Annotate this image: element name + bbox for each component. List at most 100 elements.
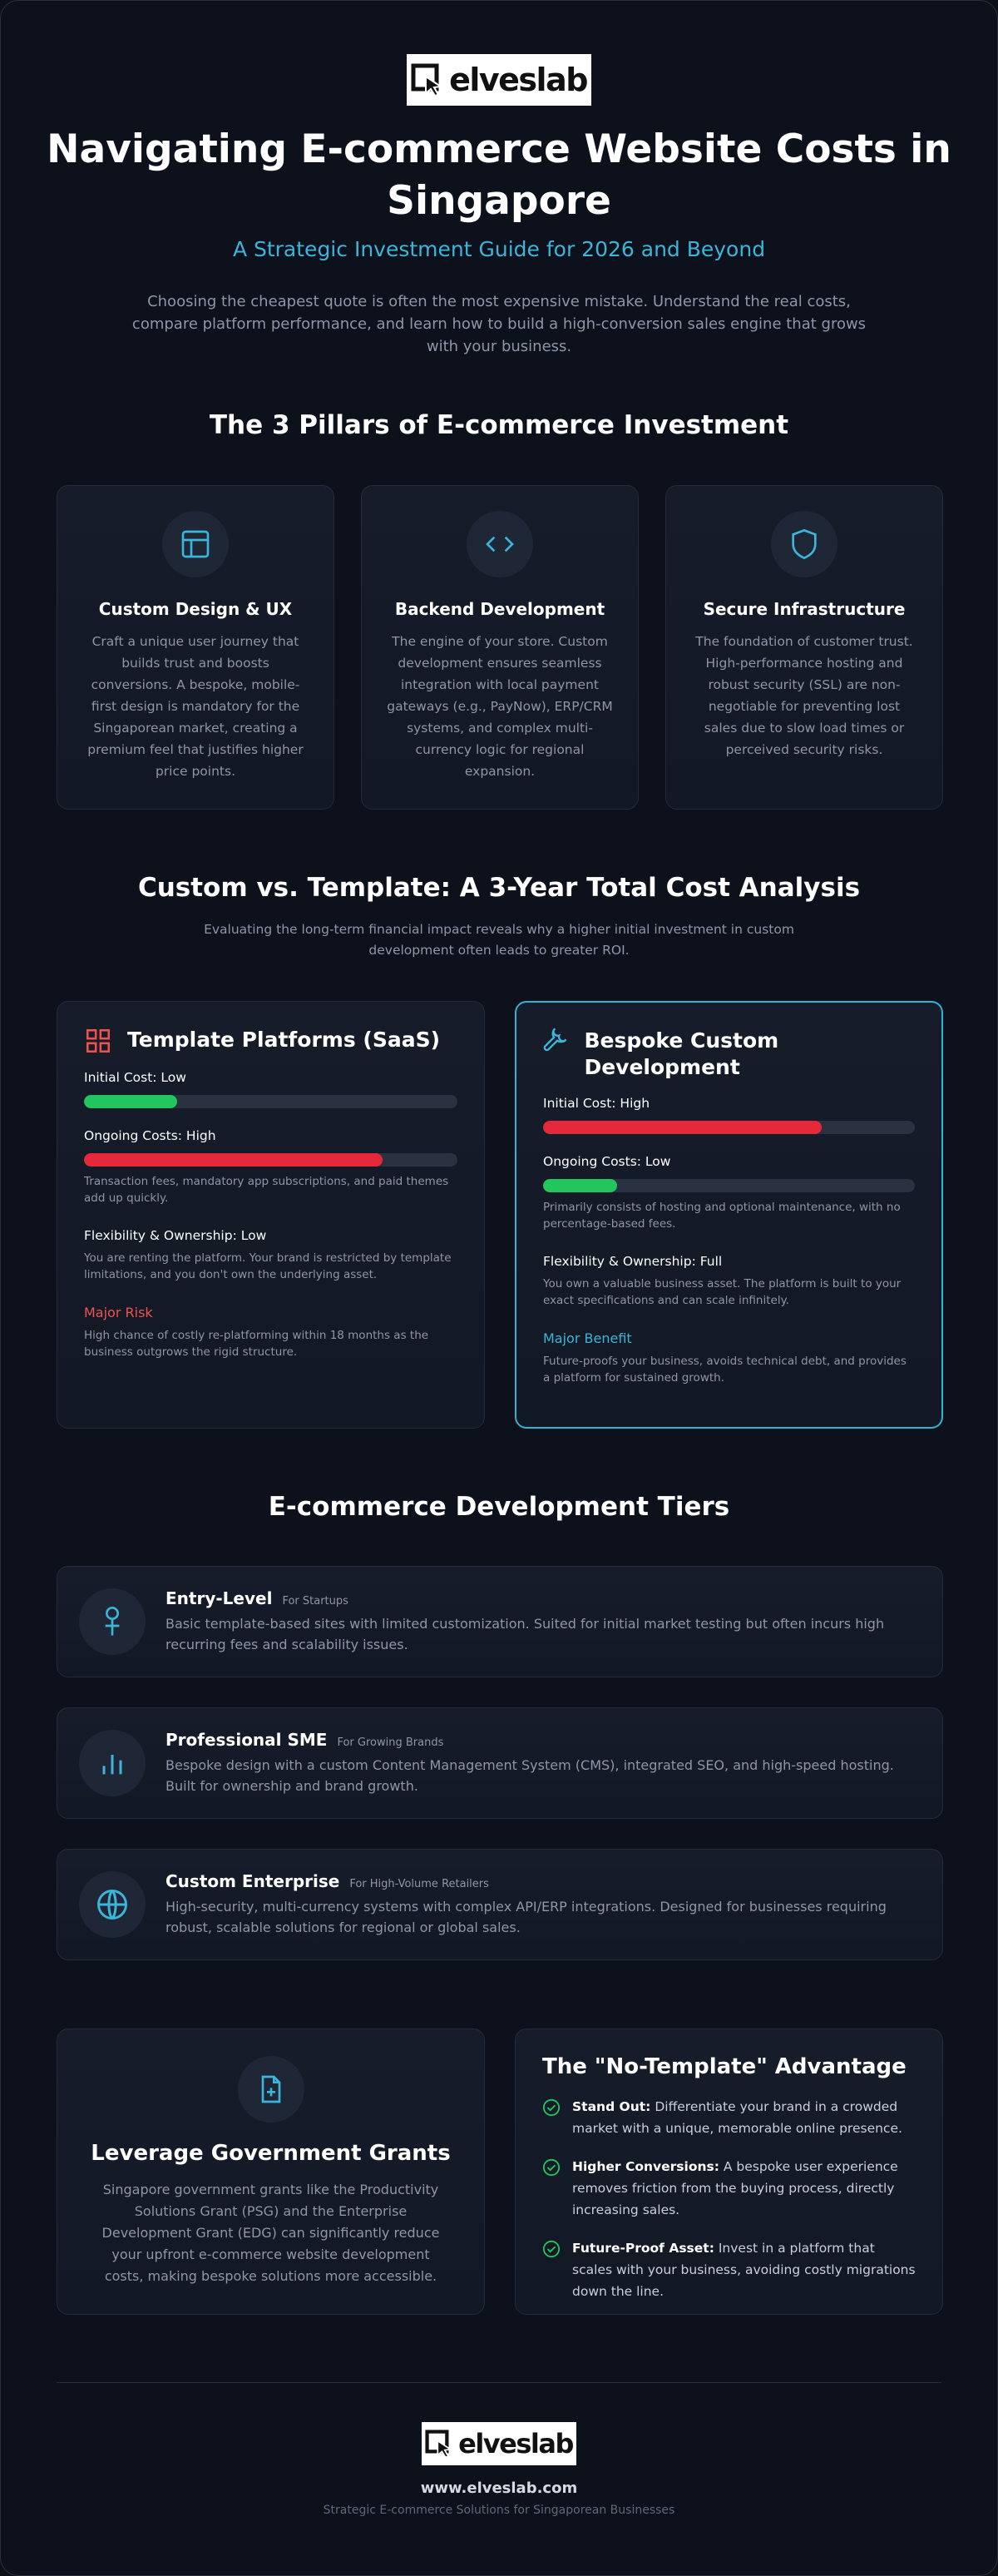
header-logo-wrap: elveslab: [1, 54, 997, 106]
layout: [792, 528, 817, 560]
layout: [102, 1755, 122, 1775]
pillar-text: Craft a unique user journey that builds …: [87, 634, 304, 779]
advantage-text: Higher Conversions: A bespoke user exper…: [572, 2156, 916, 2221]
pillar-title: Backend Development: [394, 599, 605, 619]
layout: [486, 536, 514, 552]
tier-icon: [79, 1730, 146, 1796]
layout: [86, 1028, 97, 1040]
layout: [542, 2098, 561, 2117]
metric-track: [543, 1121, 915, 1134]
pillar-text: The foundation of customer trust. High-p…: [695, 634, 913, 757]
icon: [261, 2075, 280, 2103]
grants-card: Leverage Government Grants Singapore gov…: [57, 2029, 485, 2315]
card-icon: [543, 1028, 567, 1052]
advantage-list: Stand Out: Differentiate your brand in a…: [542, 2096, 916, 2302]
advantage-text: Stand Out: Differentiate your brand in a…: [572, 2096, 916, 2139]
metric-track: [543, 1179, 915, 1192]
header-logo: elveslab: [407, 54, 591, 106]
metric-label: Ongoing Costs: Low: [543, 1154, 671, 1169]
footer-tagline: Strategic E-commerce Solutions for Singa…: [323, 2504, 675, 2517]
highlight-note: High chance of costly re-platforming wit…: [84, 1329, 429, 1359]
advantage-item: Higher Conversions: A bespoke user exper…: [542, 2156, 916, 2221]
layout: [546, 2164, 556, 2172]
metric-track: [84, 1095, 457, 1108]
tier-text: Bespoke design with a custom Content Man…: [166, 1757, 894, 1794]
logo-icon: [425, 2430, 453, 2458]
comparison-card: Bespoke Custom Development Initial Cost:…: [515, 1001, 943, 1429]
pillar-card: Backend Development The engine of your s…: [361, 485, 639, 810]
flex-label: Flexibility & Ownership: Low: [84, 1228, 267, 1243]
advantage-text: Future-Proof Asset: Invest in a platform…: [572, 2237, 916, 2302]
comparison-card: Template Platforms (SaaS) Initial Cost: …: [57, 1001, 485, 1429]
highlight-label: Major Risk: [84, 1305, 153, 1320]
tier-card: Professional SME For Growing Brands Bespo…: [57, 1707, 943, 1819]
layout: Evaluating the long-term financial impac…: [1, 919, 997, 961]
metric-label: Initial Cost: High: [543, 1096, 650, 1111]
metric-track: [84, 1153, 457, 1167]
pillar-title: Custom Design & UX: [98, 599, 293, 619]
advantage-item: Future-Proof Asset: Invest in a platform…: [542, 2237, 916, 2302]
layout: [105, 1618, 120, 1636]
layout: [86, 1042, 97, 1053]
highlight-label: Major Benefit: [543, 1330, 632, 1346]
advantage-card: The "No-Template" Advantage Stand Out: D…: [515, 2029, 943, 2315]
flex-note: You own a valuable business asset. The p…: [543, 1277, 902, 1307]
card-title: Template Platforms (SaaS): [127, 1028, 441, 1052]
card-title: Bespoke Custom Development: [584, 1028, 779, 1079]
tier-icon: [79, 1588, 146, 1655]
page-title: Navigating E-commerce Website Costs in S…: [47, 126, 951, 224]
section-title: The 3 Pillars of E-commerce Investment: [209, 410, 789, 440]
section-subtitle: Evaluating the long-term financial impac…: [204, 922, 794, 958]
layout: [543, 1028, 567, 1052]
tier-text: Basic template-based sites with limited …: [166, 1616, 885, 1652]
tier-title: Professional SME For Growing Brands: [166, 1730, 921, 1750]
flex-label: Flexibility & Ownership: Full: [543, 1254, 723, 1269]
tier-card: Entry-Level For Startups Basic template-b…: [57, 1566, 943, 1677]
tier-title: Custom Enterprise For High-Volume Retaile…: [166, 1871, 921, 1891]
pillar-card: Secure Infrastructure The foundation of …: [665, 485, 943, 810]
check-icon: [542, 2158, 561, 2177]
layout: Entry-Level For Startups Basic template-b…: [166, 1588, 921, 1655]
pillar-icon: [162, 511, 229, 577]
footer-logo: elveslab: [422, 2422, 576, 2465]
layout: [99, 1042, 111, 1053]
layout: [546, 2246, 556, 2253]
layout: Template Platforms (SaaS): [84, 1027, 457, 1055]
grants-text: Singapore government grants like the Pro…: [101, 2182, 440, 2284]
layout: [183, 538, 208, 557]
tier-card: Custom Enterprise For High-Volume Retaile…: [57, 1849, 943, 1960]
layout: Navigating E-commerce Website Costs in S…: [1, 124, 997, 227]
flex-note: You are renting the platform. Your brand…: [84, 1251, 452, 1281]
section-title: Custom vs. Template: A 3-Year Total Cost…: [137, 873, 861, 903]
layout: [106, 1607, 119, 1620]
page-subtitle: A Strategic Investment Guide for 2026 an…: [232, 237, 766, 261]
check-icon: [542, 2240, 561, 2258]
advantage-body: A bespoke user experience removes fricti…: [572, 2159, 898, 2217]
layout: Bespoke Custom Development: [543, 1028, 915, 1081]
tier-tag: For High-Volume Retailers: [349, 1878, 489, 1890]
layout: [542, 2240, 561, 2258]
tier-icon: [79, 1871, 146, 1938]
metric-bar: [543, 1121, 823, 1134]
metric-label: Ongoing Costs: High: [84, 1128, 216, 1143]
metric-note: Primarily consists of hosting and option…: [543, 1201, 901, 1231]
section-title: E-commerce Development Tiers: [268, 1492, 730, 1522]
tier-title: Entry-Level For Startups: [166, 1588, 921, 1608]
tier-tag: For Growing Brands: [337, 1736, 444, 1749]
divider: [57, 2382, 941, 2383]
advantage-body: Invest in a platform that scales with yo…: [572, 2241, 916, 2299]
layout: Choosing the cheapest quote is often the…: [1, 290, 997, 358]
metric-label: Initial Cost: Low: [84, 1070, 186, 1085]
pillar-title: Secure Infrastructure: [703, 599, 906, 619]
icon: [102, 1755, 122, 1775]
layout: The 3 Pillars of E-commerce Investment: [1, 410, 997, 440]
tier-name: Custom Enterprise: [166, 1871, 340, 1891]
tier-name: Professional SME: [166, 1730, 328, 1750]
layout: [425, 75, 443, 97]
metric-bar: [84, 1095, 178, 1108]
layout: [181, 530, 210, 558]
layout: [261, 2075, 280, 2103]
advantage-lead: Higher Conversions:: [572, 2159, 719, 2174]
pillar-icon: [771, 511, 837, 577]
